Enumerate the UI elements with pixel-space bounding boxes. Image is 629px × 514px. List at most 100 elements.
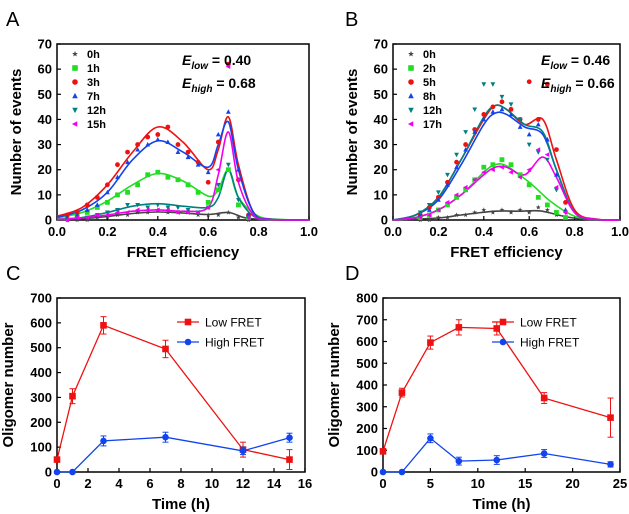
data-point-1h	[105, 200, 110, 205]
data-point-17h	[463, 184, 468, 190]
y-tick-label: 400	[30, 365, 52, 380]
data-point-7h	[84, 207, 90, 212]
data-point-2h	[490, 162, 496, 168]
data-point-15h	[175, 210, 180, 215]
data-point-8h	[490, 109, 496, 114]
data-point-8h	[508, 111, 514, 117]
data-point-7h	[205, 169, 211, 175]
data-point-3h	[135, 142, 141, 147]
data-point-8h	[472, 129, 478, 134]
data-point-low-fret	[162, 345, 169, 353]
legend-label: 7h	[87, 91, 100, 103]
x-axis-label: FRET efficiency	[127, 244, 240, 261]
legend-label: High FRET	[205, 336, 265, 350]
panel-letter-b: B	[345, 9, 358, 31]
x-tick-label: 0	[53, 476, 60, 491]
data-point-0h	[490, 209, 496, 215]
data-point-1h	[195, 189, 201, 195]
data-point-15h	[94, 212, 100, 218]
x-tick-label: 4	[115, 476, 123, 491]
data-point-15h	[245, 215, 251, 220]
data-point-15h	[205, 205, 211, 210]
data-point-12h	[517, 117, 523, 123]
data-point-0h	[435, 214, 441, 220]
data-point-7h	[175, 149, 181, 155]
data-point-low-fret	[455, 324, 463, 331]
data-point-2h	[499, 157, 505, 163]
data-point-1h	[175, 177, 181, 183]
data-point-high-fret	[69, 468, 76, 476]
data-point-low-fret	[69, 392, 76, 400]
legend-label: 12h	[87, 105, 106, 117]
data-point-high-fret	[286, 434, 293, 441]
y-tick-label: 700	[356, 312, 378, 327]
x-tick-label: 1.0	[611, 224, 629, 239]
data-point-0h	[444, 214, 450, 220]
data-point-7h	[225, 109, 231, 114]
legend-marker	[408, 92, 414, 99]
data-point-12h	[236, 197, 241, 203]
y-tick-label: 600	[356, 334, 378, 349]
data-point-low-fret	[493, 325, 501, 332]
data-point-0h	[225, 209, 231, 215]
data-point-high-fret	[540, 450, 548, 457]
data-point-7h	[115, 174, 120, 180]
x-tick-label: 0.8	[250, 224, 268, 239]
y-tick-label: 20	[374, 162, 388, 177]
legend-marker	[72, 107, 78, 114]
series-line-high-fret	[57, 436, 290, 473]
data-point-17h	[517, 174, 523, 180]
x-axis-label: FRET efficiency	[450, 244, 563, 261]
legend-marker	[408, 50, 414, 57]
x-tick-label: 0.4	[149, 224, 168, 239]
data-point-15h	[215, 167, 221, 173]
data-point-8h	[436, 197, 441, 202]
data-point-17h	[481, 169, 486, 175]
data-point-high-fret	[53, 468, 61, 476]
legend-label: 2h	[423, 63, 436, 75]
y-tick-label: 50	[38, 87, 52, 102]
data-point-2h	[535, 194, 541, 200]
data-point-3h	[165, 124, 171, 130]
y-tick-label: 100	[30, 440, 52, 455]
data-point-high-fret	[379, 468, 387, 476]
x-tick-label: 0.2	[98, 224, 116, 239]
data-point-low-fret	[607, 414, 614, 421]
data-point-3h	[185, 149, 191, 155]
data-point-8h	[463, 146, 469, 152]
y-tick-label: 70	[374, 37, 388, 52]
data-point-12h	[454, 152, 459, 158]
data-point-1h	[236, 202, 241, 208]
x-tick-label: 10	[471, 476, 485, 491]
data-point-0h	[499, 207, 505, 213]
legend-label: 12h	[423, 105, 442, 117]
data-point-0h	[508, 209, 514, 215]
data-point-12h	[417, 210, 423, 216]
data-point-17h	[562, 210, 568, 215]
data-point-15h	[104, 212, 110, 218]
legend-marker	[72, 65, 78, 71]
data-point-5h	[526, 79, 532, 85]
data-point-high-fret	[239, 447, 247, 455]
data-point-low-fret	[286, 456, 293, 463]
x-tick-label: 25	[613, 476, 627, 491]
x-tick-label: 0.0	[384, 224, 402, 239]
fit-curve-7h	[56, 120, 310, 221]
legend-marker	[72, 79, 78, 85]
x-tick-label: 0.0	[48, 224, 66, 239]
y-tick-label: 0	[45, 465, 52, 480]
annotation-text: Ehigh = 0.66	[541, 75, 615, 95]
data-point-0h	[125, 212, 131, 218]
data-point-15h	[145, 207, 150, 213]
data-point-2h	[554, 210, 559, 215]
data-point-17h	[526, 167, 532, 173]
data-point-8h	[554, 172, 559, 177]
data-point-low-fret	[379, 448, 387, 455]
data-point-2h	[544, 202, 550, 208]
y-tick-label: 30	[38, 137, 52, 152]
x-tick-label: 0.8	[566, 224, 584, 239]
legend-marker	[72, 50, 78, 57]
data-point-5h	[481, 112, 487, 117]
data-point-2h	[508, 162, 514, 168]
legend-label: 8h	[423, 91, 436, 103]
